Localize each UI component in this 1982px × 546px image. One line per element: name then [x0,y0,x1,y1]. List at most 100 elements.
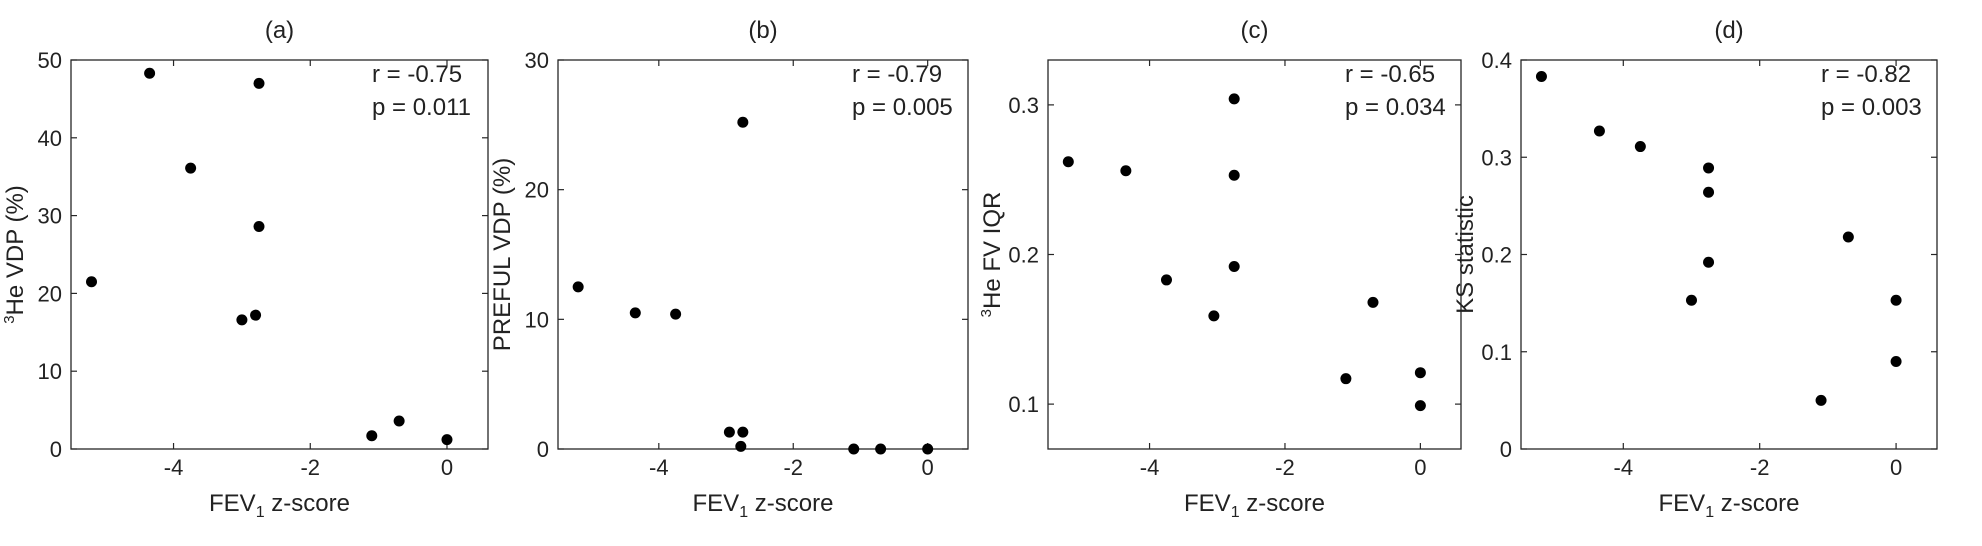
x-tick-label: -4 [649,455,669,480]
panel-3: -4 -2 0 0 0.1 0.2 0.3 0.4 (d) FEV1 z-score KS stat… [1452,17,1938,521]
panel-0: -4 -2 0 0 10 20 30 40 50 (a) FEV1 z-score 3He VDP (… [1,17,489,521]
data-point [848,443,860,455]
x-tick-label: -2 [783,455,803,480]
y-tick-label: 0.2 [1008,243,1039,268]
data-point [735,440,747,452]
p-value-annotation: p = 0.011 [372,94,471,121]
data-point [1160,274,1172,286]
axes-box [70,59,489,450]
x-tick-label: -4 [1614,455,1634,480]
x-tick-label: -2 [1750,455,1770,480]
x-tick-label: 0 [1890,455,1902,480]
data-point [922,443,934,455]
data-point [185,162,197,174]
y-tick-label: 0.1 [1481,340,1512,365]
x-axis-label: FEV1 z-score [693,490,834,521]
r-value-annotation: r = -0.75 [372,61,462,88]
y-tick-label: 10 [525,307,549,332]
y-tick-label: 30 [525,48,549,73]
y-tick-label: 20 [525,178,549,203]
r-value-annotation: r = -0.79 [852,61,942,88]
y-tick-label: 0 [50,437,62,462]
data-point [629,307,641,319]
y-axis-label: 3He FV IQR [978,192,1006,318]
panel-title: (c) [1241,17,1269,44]
data-point [250,309,262,321]
data-point [393,415,405,427]
x-label-subscript: 1 [1231,504,1240,521]
data-point [253,220,265,232]
x-axis-label: FEV1 z-score [1184,490,1325,521]
y-tick-label: 20 [38,281,62,306]
x-tick-label: -4 [1140,455,1160,480]
data-point [1535,71,1547,83]
data-point [723,426,735,438]
x-tick-label: 0 [922,455,934,480]
data-point [1120,165,1132,177]
data-point [1414,400,1426,412]
y-label-main: He VDP (%) [2,185,29,315]
y-label-main: He FV IQR [979,192,1006,309]
data-point [1634,141,1646,153]
axes-box [557,59,969,450]
x-tick-label: 0 [1414,455,1426,480]
y-tick-label: 0.4 [1481,48,1512,73]
data-point [441,434,453,446]
x-label-main: FEV [209,490,256,517]
data-point [1703,186,1715,198]
data-point [1685,294,1697,306]
p-value-annotation: p = 0.003 [1821,94,1922,121]
x-label-rest: z-score [1714,490,1799,517]
y-tick-label: 0.3 [1008,93,1039,118]
x-label-subscript: 1 [1705,504,1714,521]
data-point [144,67,156,79]
y-tick-label: 40 [38,126,62,151]
data-point [1890,294,1902,306]
data-point [236,314,248,326]
x-label-subscript: 1 [256,504,265,521]
data-point [737,426,749,438]
x-label-main: FEV [1184,490,1231,517]
x-tick-label: -2 [300,455,320,480]
panel-1: -4 -2 0 0 10 20 30 (b) FEV1 z-score PREFUL VDP (%… [489,17,969,521]
data-point [670,308,682,320]
panel-title: (b) [748,17,777,44]
y-tick-label: 0 [537,437,549,462]
x-label-rest: z-score [748,490,833,517]
y-label-superscript: 3 [1,315,18,323]
x-label-main: FEV [693,490,740,517]
panel-title: (a) [265,17,294,44]
data-point [1228,169,1240,181]
data-point [1703,162,1715,174]
y-label-superscript: 3 [978,309,995,317]
data-point [1062,156,1074,168]
x-tick-label: 0 [441,455,453,480]
data-point [875,443,887,455]
data-point [1890,355,1902,367]
p-value-annotation: p = 0.034 [1345,94,1446,121]
data-point [1815,394,1827,406]
y-axis-label: PREFUL VDP (%) [489,158,516,351]
panel-title: (d) [1714,17,1743,44]
panel-2: -4 -2 0 0.1 0.2 0.3 (c) FEV1 z-score 3He FV IQR r… [978,17,1462,521]
data-point [1414,367,1426,379]
y-tick-label: 0.1 [1008,392,1039,417]
data-point [1228,260,1240,272]
y-tick-label: 0.3 [1481,145,1512,170]
data-point [1703,256,1715,268]
y-axis-label: KS statistic [1452,195,1479,314]
x-tick-label: -2 [1275,455,1295,480]
y-tick-label: 0 [1500,437,1512,462]
r-value-annotation: r = -0.82 [1821,61,1911,88]
y-axis-label: 3He VDP (%) [1,185,29,324]
data-point [572,281,584,293]
x-label-subscript: 1 [739,504,748,521]
x-label-rest: z-score [1240,490,1325,517]
p-value-annotation: p = 0.005 [852,94,953,121]
data-point [253,77,265,89]
data-point [1340,373,1352,385]
data-point [366,430,378,442]
x-axis-label: FEV1 z-score [209,490,350,521]
y-label-main: PREFUL VDP (%) [489,158,516,351]
